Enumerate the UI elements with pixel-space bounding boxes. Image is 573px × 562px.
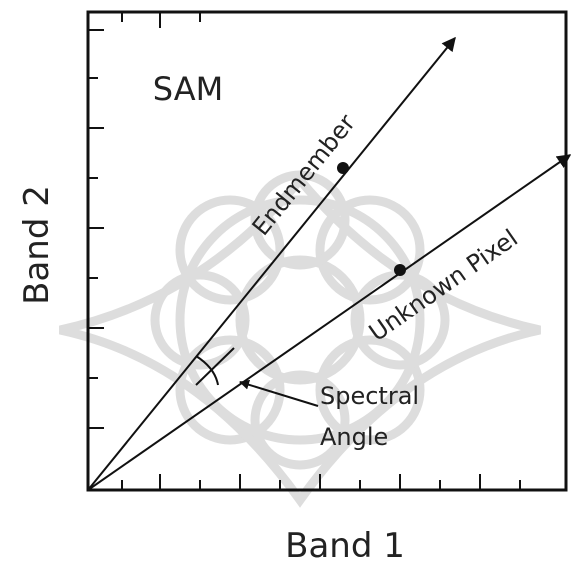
endmember-vector (87, 36, 456, 491)
ticks (88, 12, 521, 490)
angle-label: Angle (320, 423, 388, 451)
frame (86, 10, 568, 492)
angle-pointer (239, 379, 319, 407)
angle-tick (195, 347, 235, 386)
pixel-point (394, 264, 406, 276)
title: SAM (153, 70, 223, 108)
x-axis-label: Band 1 (285, 526, 405, 562)
angle-label: Spectral (320, 382, 419, 410)
endmember-point (337, 162, 349, 174)
y-axis-label: Band 2 (17, 185, 57, 305)
background-pattern (59, 170, 541, 508)
pixel-vector (87, 154, 572, 491)
